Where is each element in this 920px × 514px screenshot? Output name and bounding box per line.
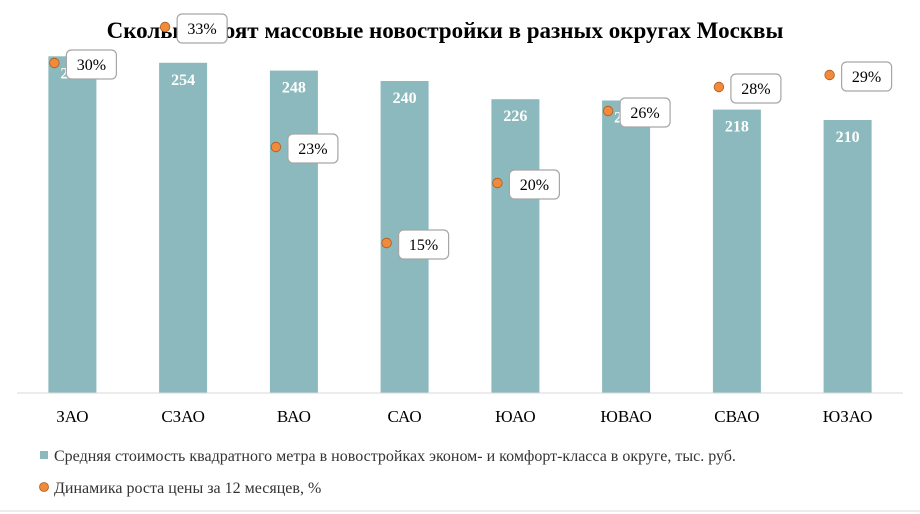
growth-callout-2: [176, 13, 228, 44]
growth-callout-6: [619, 97, 671, 128]
growth-point-2: [159, 21, 171, 33]
growth-callout-4: [398, 229, 450, 260]
growth-point-6: [602, 105, 614, 117]
growth-label-7: 28%: [741, 81, 770, 98]
category-label-5: ЮАО: [495, 407, 536, 426]
growth-label-4: 15%: [409, 237, 438, 254]
bar-value-label-7: 218: [725, 119, 749, 136]
growth-callout-7: [730, 73, 782, 104]
growth-point-7: [713, 81, 725, 93]
bar-value-label-8: 210: [836, 129, 860, 146]
category-label-1: ЗАО: [56, 407, 88, 426]
legend-label-points: Динамика роста цены за 12 месяцев, %: [54, 480, 321, 497]
bar-3: [269, 70, 318, 393]
growth-point-8: [824, 69, 835, 81]
bar-value-label-3: 248: [282, 80, 306, 97]
bar-8: [823, 120, 872, 393]
bar-1: [48, 56, 97, 394]
category-label-3: ВАО: [277, 407, 311, 426]
growth-callout-8: [840, 61, 893, 92]
bar-7: [712, 109, 761, 393]
growth-point-5: [492, 177, 503, 189]
legend-swatch-points: [39, 482, 49, 492]
growth-callout-3: [287, 133, 339, 164]
growth-label-3: 23%: [298, 141, 327, 158]
growth-point-3: [270, 141, 282, 153]
category-label-2: СЗАО: [161, 407, 205, 426]
growth-label-6: 26%: [630, 105, 659, 122]
bar-2: [159, 62, 208, 394]
legend-swatch-bars: [40, 451, 48, 459]
category-label-7: СВАО: [714, 407, 759, 426]
growth-callout-1: [65, 49, 118, 80]
growth-label-2: 33%: [187, 21, 216, 38]
bar-value-label-2: 254: [171, 72, 195, 89]
bar-value-label-4: 240: [393, 90, 417, 107]
growth-point-4: [381, 237, 392, 249]
category-label-4: САО: [387, 407, 421, 426]
growth-point-1: [49, 57, 60, 69]
legend: Средняя стоимость квадратного метра в но…: [39, 448, 736, 497]
growth-callout-5: [508, 169, 560, 200]
growth-label-1: 30%: [77, 57, 106, 74]
bar-6: [602, 100, 651, 393]
legend-label-bars: Средняя стоимость квадратного метра в но…: [54, 448, 736, 465]
bar-value-label-5: 226: [503, 108, 527, 125]
growth-label-8: 29%: [852, 69, 881, 86]
bar-5: [491, 99, 540, 393]
growth-label-5: 20%: [520, 177, 549, 194]
points-layer: 30% 33% 23% 15% 20% 26% 28% 29%: [49, 13, 893, 260]
bars-layer: 259ЗАО254СЗАО248ВАО240САО226ЮАО225ЮВАО21…: [48, 56, 872, 426]
category-label-6: ЮВАО: [600, 407, 651, 426]
category-label-8: ЮЗАО: [823, 407, 873, 426]
